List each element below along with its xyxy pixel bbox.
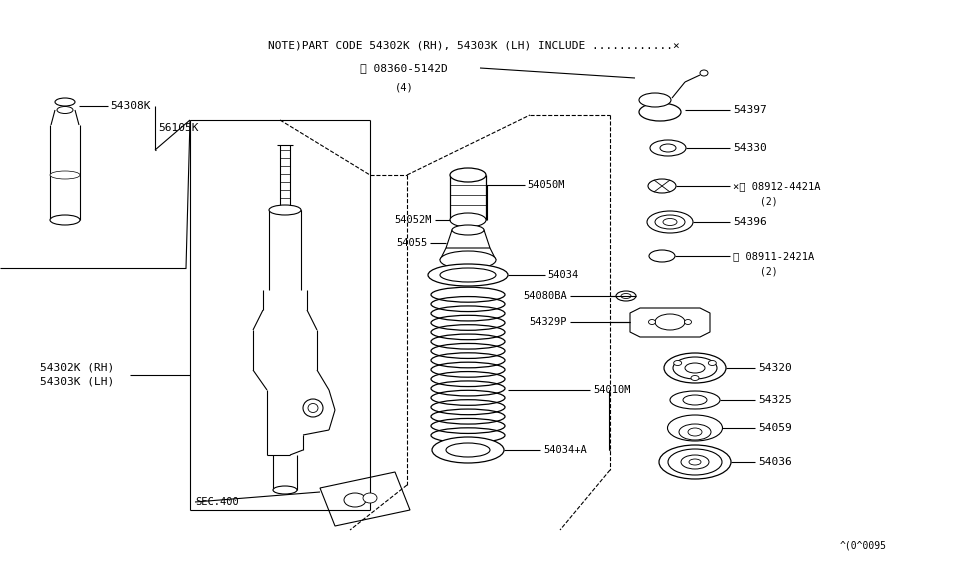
Ellipse shape [639, 103, 681, 121]
Ellipse shape [55, 98, 75, 106]
Ellipse shape [683, 395, 707, 405]
Ellipse shape [655, 314, 685, 330]
Text: 54034+A: 54034+A [543, 445, 587, 455]
Text: Ⓢ 08360-5142D: Ⓢ 08360-5142D [360, 63, 448, 73]
Text: 54325: 54325 [758, 395, 792, 405]
Ellipse shape [660, 144, 676, 152]
Text: 54308K: 54308K [110, 101, 150, 111]
Text: NOTE)PART CODE 54302K (RH), 54303K (LH) INCLUDE ............×: NOTE)PART CODE 54302K (RH), 54303K (LH) … [268, 40, 680, 50]
Text: 54034: 54034 [547, 270, 578, 280]
Text: 54396: 54396 [733, 217, 766, 227]
Ellipse shape [670, 391, 720, 409]
Ellipse shape [684, 319, 691, 324]
Ellipse shape [428, 264, 508, 286]
Ellipse shape [691, 375, 699, 380]
Text: 56105K: 56105K [158, 123, 199, 133]
Text: 54330: 54330 [733, 143, 766, 153]
Ellipse shape [432, 437, 504, 463]
Ellipse shape [700, 70, 708, 76]
Text: Ⓝ 08911-2421A: Ⓝ 08911-2421A [733, 251, 814, 261]
Ellipse shape [57, 106, 73, 114]
Ellipse shape [688, 428, 702, 436]
Ellipse shape [452, 225, 484, 235]
Ellipse shape [308, 404, 318, 413]
Ellipse shape [50, 171, 80, 179]
Ellipse shape [303, 399, 323, 417]
Ellipse shape [649, 250, 675, 262]
Text: (4): (4) [395, 83, 413, 93]
Text: 54036: 54036 [758, 457, 792, 467]
Ellipse shape [685, 363, 705, 373]
Text: 54329P: 54329P [529, 317, 567, 327]
Ellipse shape [440, 268, 496, 282]
Ellipse shape [673, 357, 717, 379]
Text: 54080BA: 54080BA [524, 291, 567, 301]
Text: 54302K (RH): 54302K (RH) [40, 363, 114, 373]
Ellipse shape [440, 251, 496, 269]
Ellipse shape [664, 353, 726, 383]
Ellipse shape [650, 140, 686, 156]
Text: 54010M: 54010M [593, 385, 631, 395]
Text: 54052M: 54052M [395, 215, 432, 225]
Ellipse shape [50, 215, 80, 225]
Ellipse shape [659, 445, 731, 479]
Text: (2): (2) [760, 197, 778, 207]
Text: 54055: 54055 [397, 238, 428, 248]
Ellipse shape [679, 424, 711, 440]
Ellipse shape [689, 459, 701, 465]
Text: 54303K (LH): 54303K (LH) [40, 377, 114, 387]
Ellipse shape [363, 493, 377, 503]
Ellipse shape [450, 168, 486, 182]
Ellipse shape [655, 215, 685, 229]
Text: 54397: 54397 [733, 105, 766, 115]
Ellipse shape [450, 213, 486, 227]
Ellipse shape [708, 361, 717, 366]
Ellipse shape [639, 93, 671, 107]
Ellipse shape [269, 205, 301, 215]
Ellipse shape [648, 179, 676, 193]
Text: 54320: 54320 [758, 363, 792, 373]
Ellipse shape [648, 319, 655, 324]
Ellipse shape [647, 211, 693, 233]
Ellipse shape [681, 455, 709, 469]
Ellipse shape [621, 294, 631, 298]
Ellipse shape [663, 218, 677, 225]
Ellipse shape [668, 415, 722, 441]
Text: (2): (2) [760, 267, 778, 277]
Ellipse shape [616, 291, 636, 301]
Ellipse shape [273, 486, 297, 494]
Ellipse shape [674, 361, 682, 366]
Ellipse shape [344, 493, 366, 507]
Text: 54050M: 54050M [527, 180, 565, 190]
Text: ×Ⓝ 08912-4421A: ×Ⓝ 08912-4421A [733, 181, 821, 191]
Text: 54059: 54059 [758, 423, 792, 433]
Text: SEC.400: SEC.400 [195, 497, 239, 507]
Text: ^(0^0095: ^(0^0095 [840, 540, 887, 550]
Ellipse shape [668, 449, 722, 475]
Ellipse shape [446, 443, 490, 457]
